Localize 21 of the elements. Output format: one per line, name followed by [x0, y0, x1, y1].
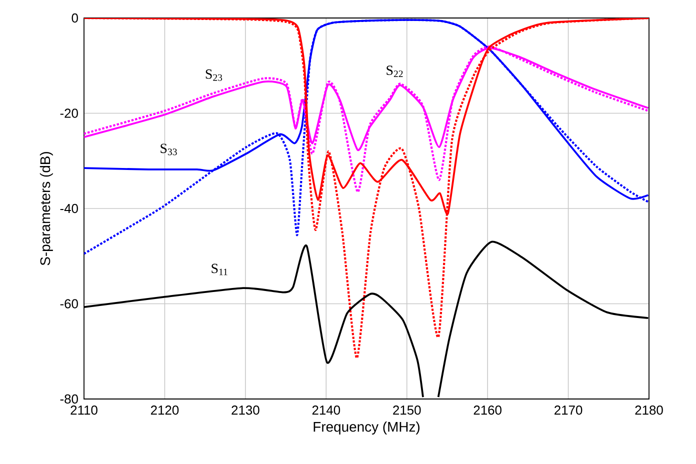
x-tick-label: 2160: [474, 406, 502, 415]
x-tick-label: 2120: [150, 406, 179, 415]
y-axis-title: S-parameters (dB): [40, 152, 53, 266]
x-tick-label: 2170: [554, 406, 582, 415]
line-series: [84, 46, 650, 193]
y-tick-label: -20: [60, 108, 78, 118]
x-tick-label: 2150: [393, 406, 421, 415]
x-tick-label: 2180: [635, 406, 663, 415]
annotation: S$_{23}$: [206, 69, 222, 81]
x-tick-label: 2110: [70, 406, 98, 415]
annotation: S$_{11}$: [212, 264, 228, 276]
y-tick-label: -80: [60, 394, 78, 404]
annotation: S$_{33}$: [160, 144, 177, 156]
annotation: S$_{22}$: [386, 66, 403, 78]
line-series: [84, 18, 650, 255]
y-tick-label: -60: [60, 299, 78, 308]
x-tick-label: 2130: [232, 406, 260, 415]
y-tick-label: 0: [72, 13, 78, 23]
y-tick-label: -40: [60, 204, 78, 214]
x-tick-label: 2140: [312, 406, 340, 415]
x-axis-title: Frequency (MHz): [314, 422, 420, 435]
